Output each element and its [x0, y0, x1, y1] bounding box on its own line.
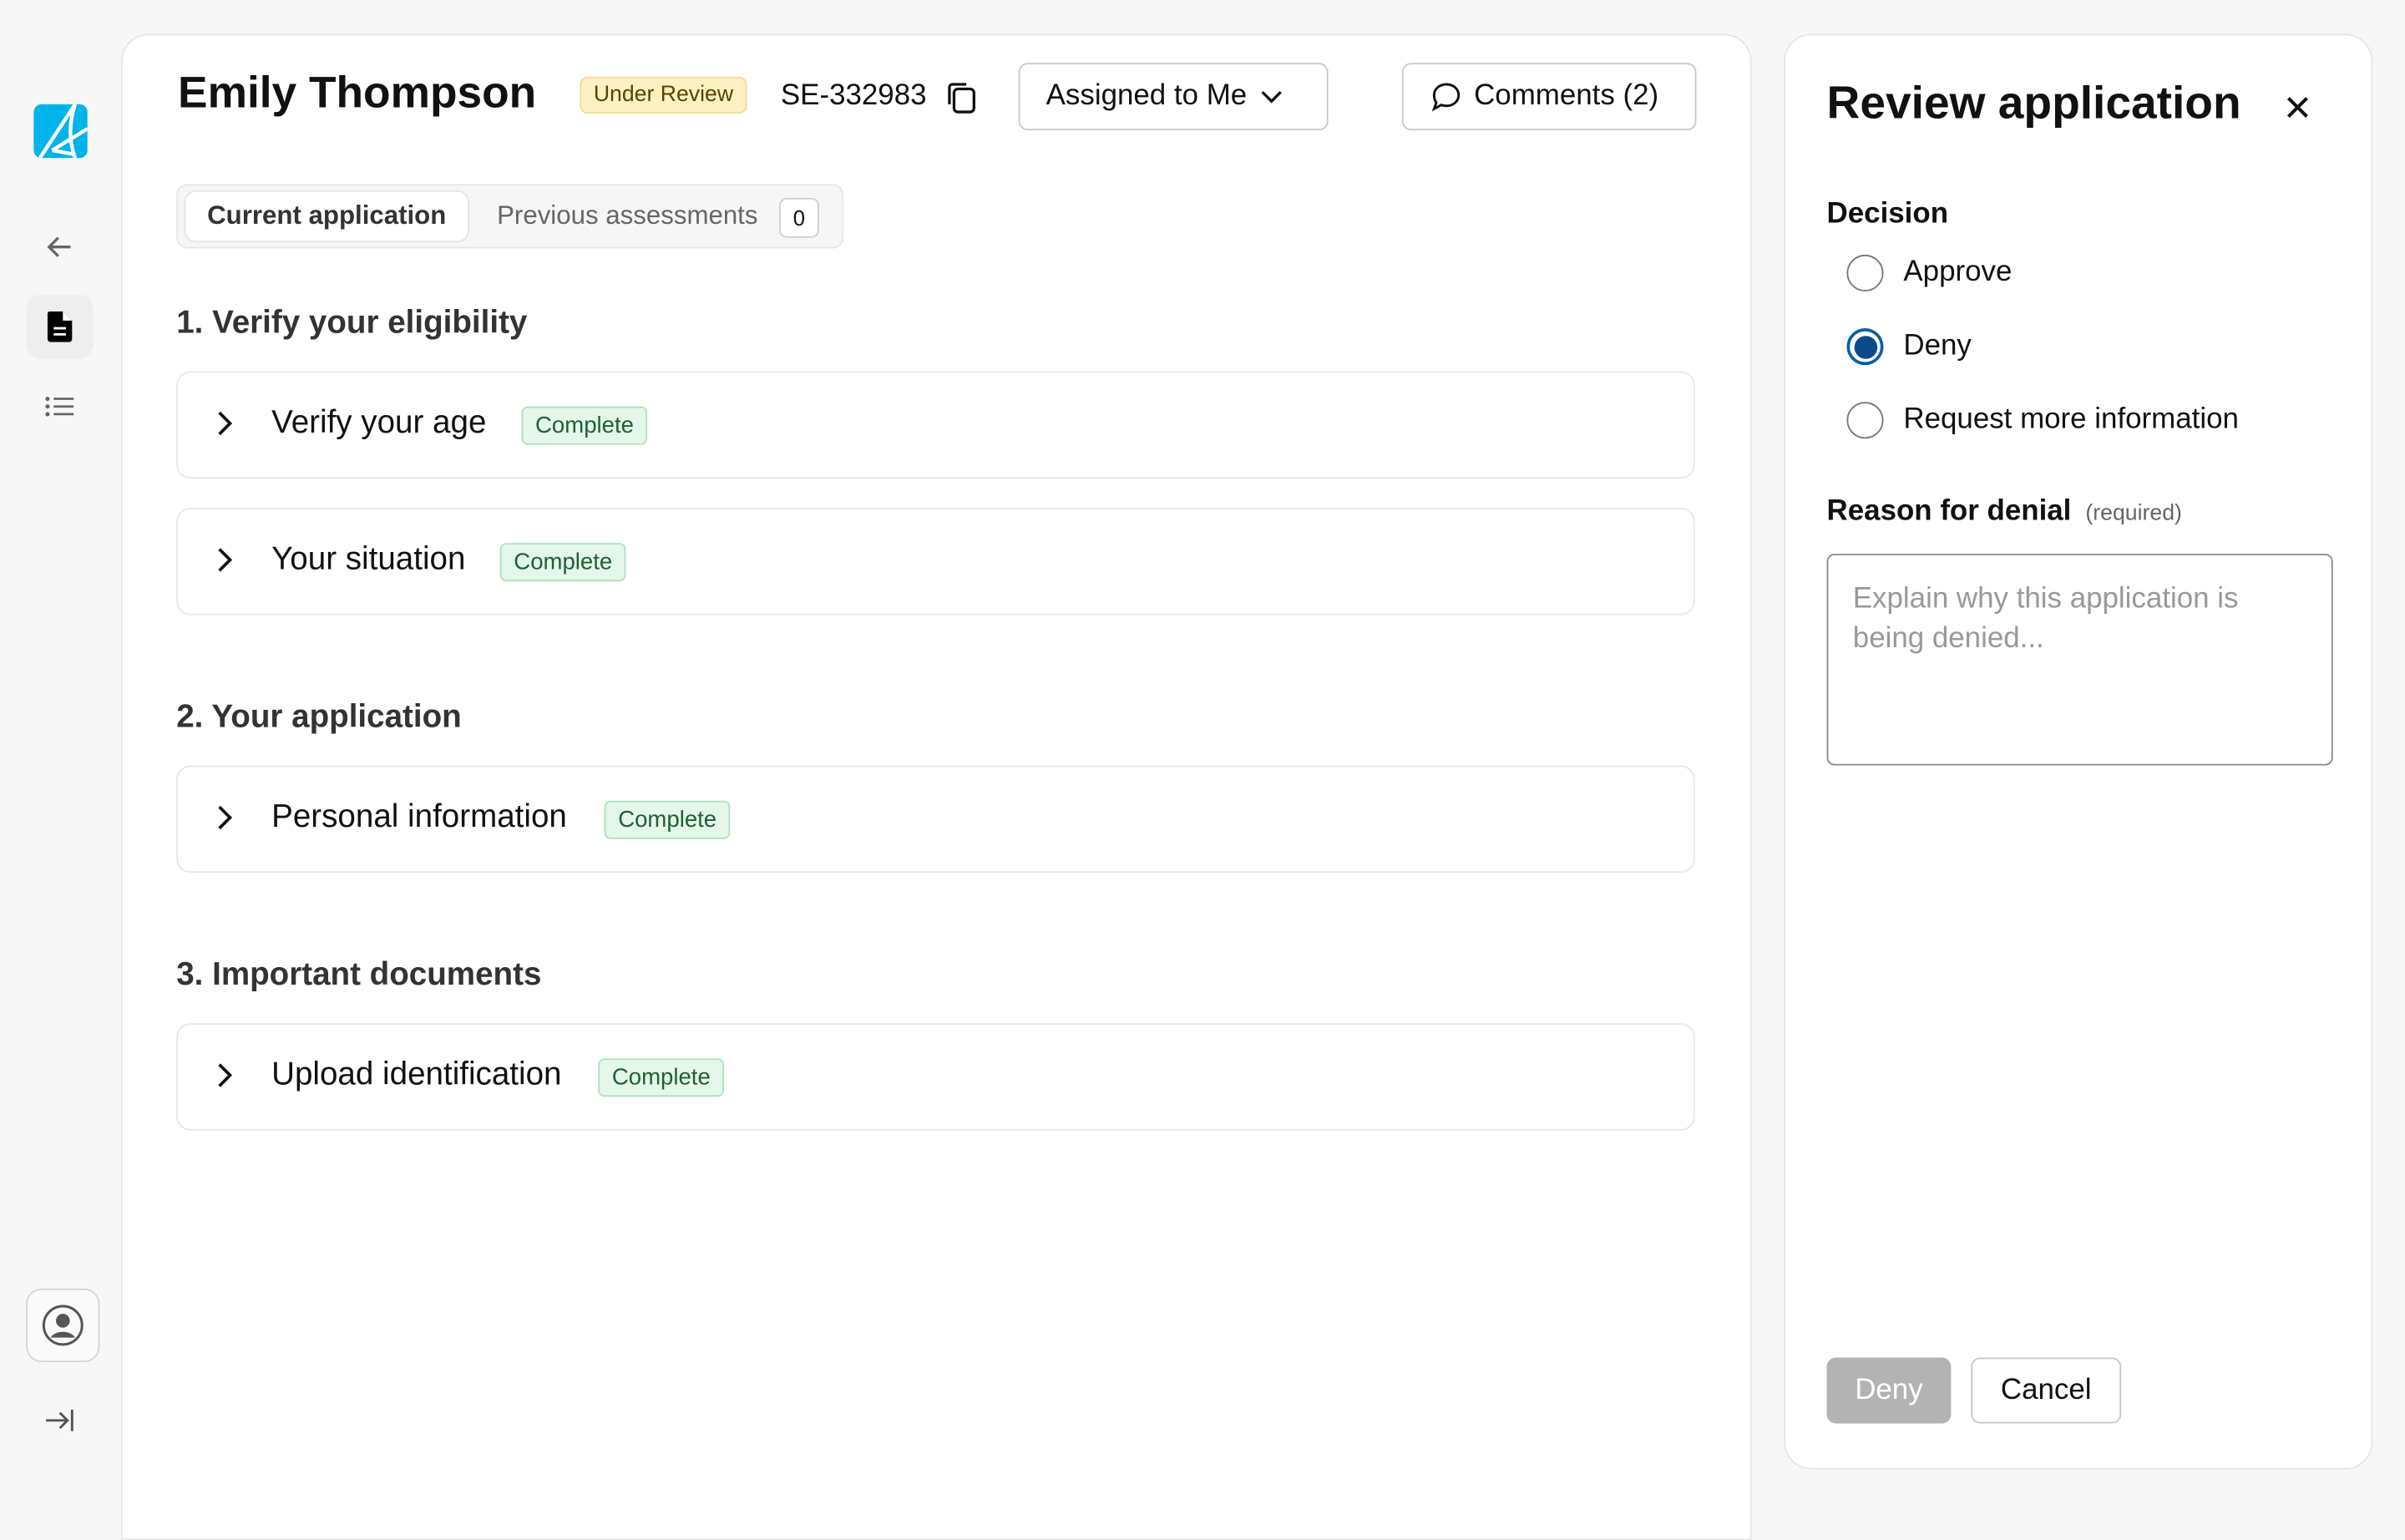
sidebar-item-application[interactable]	[26, 294, 94, 359]
copy-button[interactable]	[946, 81, 977, 123]
previous-count-badge: 0	[779, 197, 819, 238]
deny-button[interactable]: Deny	[1826, 1357, 1952, 1424]
reason-label: Reason for denial (required)	[1827, 495, 2182, 529]
radio-circle	[1846, 402, 1884, 439]
chevron-right-icon	[218, 548, 233, 572]
radio-label: Deny	[1903, 329, 1972, 362]
reason-textarea[interactable]	[1826, 554, 2333, 766]
cancel-button[interactable]: Cancel	[1971, 1357, 2122, 1424]
decision-label: Decision	[1826, 197, 1949, 230]
radio-label: Request more information	[1903, 403, 2239, 436]
radio-circle-selected	[1846, 328, 1884, 366]
chevron-right-icon	[218, 805, 233, 830]
applicant-name: Emily Thompson	[178, 68, 537, 119]
user-circle-icon	[42, 1304, 84, 1346]
tab-previous-assessments[interactable]: Previous assessments	[497, 200, 758, 230]
comments-button[interactable]: Comments (2)	[1401, 63, 1697, 131]
list-icon	[45, 396, 74, 417]
complete-badge: Complete	[499, 543, 626, 582]
assigned-label: Assigned to Me	[1046, 79, 1248, 113]
item-label: Upload identification	[271, 1056, 562, 1092]
chevron-right-icon	[218, 1063, 233, 1087]
reason-label-text: Reason for denial	[1826, 495, 2072, 528]
required-hint: (required)	[2085, 501, 2182, 527]
application-main: Emily Thompson Under Review SE-332983 As…	[121, 33, 1752, 1540]
section-title: 1. Verify your eligibility	[176, 305, 528, 341]
close-button[interactable]	[2284, 94, 2311, 129]
tabs: Current application Previous assessments…	[176, 184, 844, 249]
copy-icon	[948, 83, 975, 114]
chevron-down-icon	[1261, 91, 1282, 104]
item-label: Your situation	[271, 541, 466, 577]
tab-current-application[interactable]: Current application	[184, 190, 470, 243]
chevron-right-icon	[218, 411, 233, 436]
comments-label: Comments (2)	[1474, 79, 1659, 113]
profile-button[interactable]	[26, 1288, 100, 1363]
complete-badge: Complete	[598, 1058, 725, 1097]
section-item[interactable]: Upload identification Complete	[176, 1023, 1695, 1131]
comment-icon	[1431, 83, 1461, 112]
close-icon	[2286, 97, 2308, 119]
collapse-right-icon	[46, 1409, 73, 1431]
section-item[interactable]: Your situation Complete	[176, 507, 1695, 615]
section-item[interactable]: Personal information Complete	[176, 765, 1695, 874]
case-id: SE-332983	[780, 79, 927, 113]
section-item[interactable]: Verify your age Complete	[176, 371, 1695, 479]
radio-deny[interactable]: Deny	[1846, 328, 1972, 366]
review-panel: Review application Decision Approve Deny…	[1784, 33, 2373, 1470]
radio-request-info[interactable]: Request more information	[1846, 402, 2239, 439]
complete-badge: Complete	[604, 800, 731, 839]
expand-sidebar-button[interactable]	[26, 1388, 94, 1452]
complete-badge: Complete	[521, 406, 648, 445]
back-button[interactable]	[26, 215, 94, 279]
document-icon	[47, 311, 73, 342]
radio-approve[interactable]: Approve	[1846, 254, 2013, 291]
status-badge: Under Review	[580, 76, 747, 114]
item-label: Verify your age	[271, 404, 487, 441]
assigned-dropdown[interactable]: Assigned to Me	[1018, 63, 1329, 131]
sidebar-item-list[interactable]	[26, 374, 94, 438]
panel-title: Review application	[1826, 78, 2241, 129]
radio-label: Approve	[1903, 256, 2013, 289]
radio-circle	[1846, 254, 1884, 291]
item-label: Personal information	[271, 798, 567, 835]
app-logo[interactable]	[33, 104, 88, 159]
sidebar	[0, 0, 119, 1503]
section-title: 3. Important documents	[176, 957, 542, 993]
arrow-left-icon	[47, 236, 71, 257]
section-title: 2. Your application	[176, 699, 462, 735]
